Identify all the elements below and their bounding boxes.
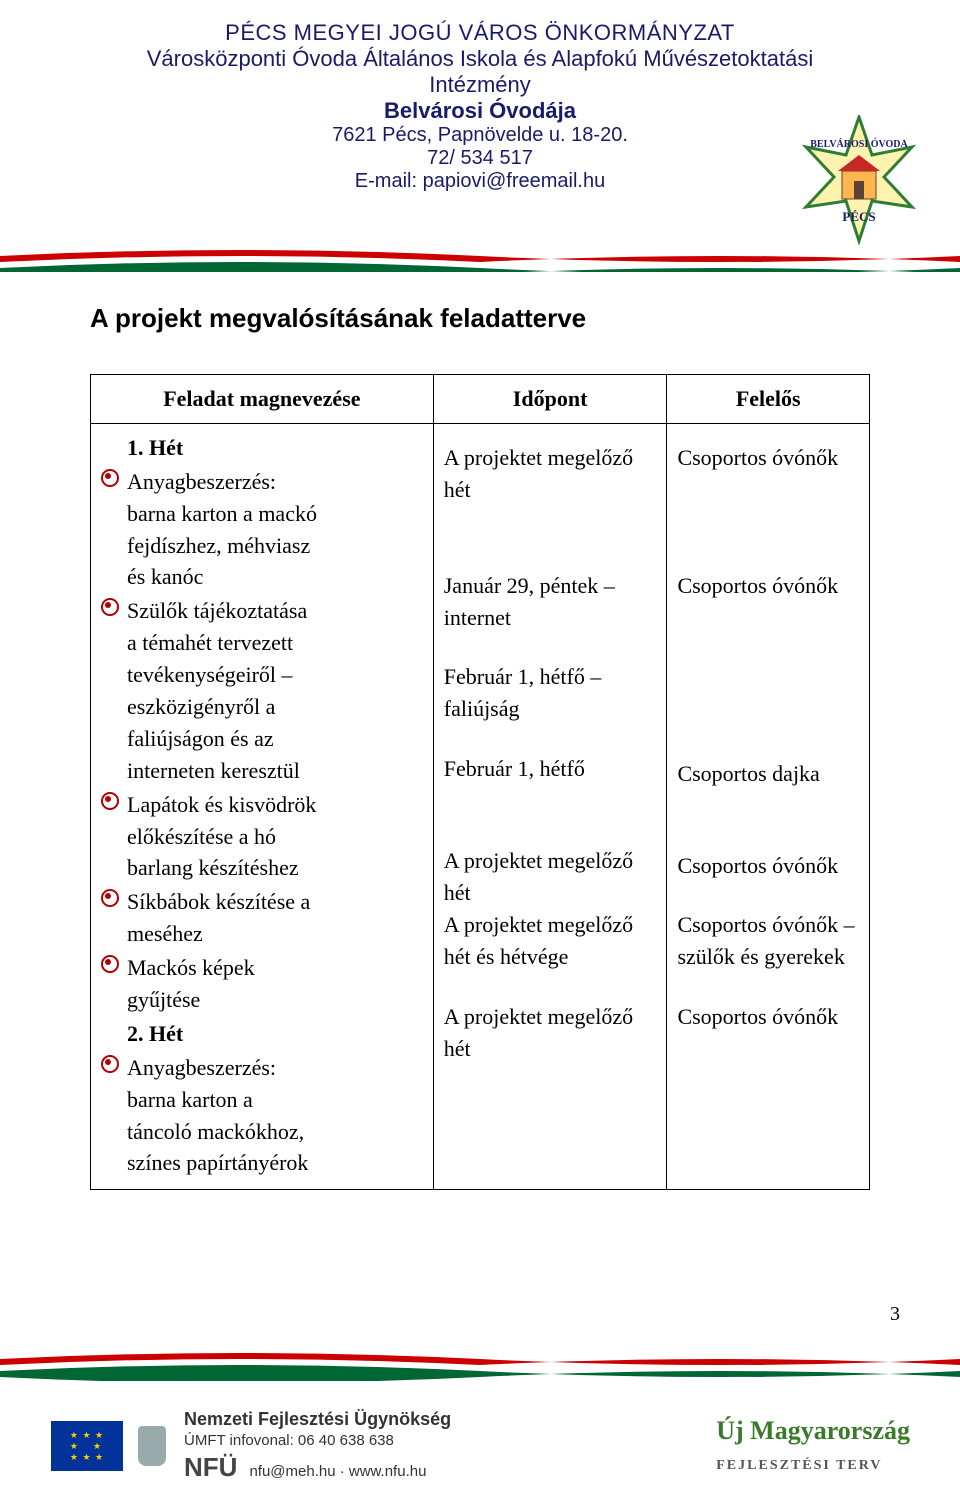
time-6: A projektet megelőzőhét [444, 1001, 657, 1065]
time-cell: A projektet megelőzőhét Január 29, pénte… [433, 423, 667, 1189]
time-5: A projektet megelőzőhét és hétvége [444, 909, 657, 973]
bullet-icon [101, 1055, 119, 1073]
bullet-icon [101, 889, 119, 907]
agency-text-block: Nemzeti Fejlesztési Ügynökség ÚMFT infov… [184, 1408, 451, 1485]
task-table: Feladat magnevezése Időpont Felelős 1. H… [90, 374, 870, 1190]
kindergarten-logo: BELVÁROSI ÓVODA PÉCS [794, 115, 924, 245]
document-body: A projekt megvalósításának feladatterve … [0, 193, 960, 1190]
tricolor-ribbon-bottom [0, 1351, 960, 1381]
page-footer: ★ ★ ★★ ★★ ★ ★ Nemzeti Fejlesztési Ügynök… [0, 1351, 960, 1501]
nfu-logo-text: NFÜ [184, 1452, 237, 1482]
org-line-2: Városközponti Óvoda Általános Iskola és … [60, 46, 900, 72]
org-line-3: Intézmény [60, 72, 900, 98]
week-2-label: 2. Hét [101, 1018, 423, 1050]
logo-bottom-text: PÉCS [842, 209, 875, 224]
tricolor-ribbon-top [0, 250, 960, 272]
resp-cell: Csoportos óvónők Csoportos óvónők Csopor… [667, 423, 870, 1189]
agency-name: Nemzeti Fejlesztési Ügynökség [184, 1408, 451, 1431]
footer-bar: ★ ★ ★★ ★★ ★ ★ Nemzeti Fejlesztési Ügynök… [0, 1391, 960, 1501]
star-badge-icon: BELVÁROSI ÓVODA PÉCS [794, 115, 924, 245]
task-cell: 1. Hét Anyagbeszerzés:barna karton a mac… [91, 423, 434, 1189]
bullet-icon [101, 792, 119, 810]
resp-4: Csoportos óvónők [677, 850, 859, 882]
table-header-row: Feladat magnevezése Időpont Felelős [91, 375, 870, 424]
resp-5: Csoportos óvónők –szülők és gyerekek [677, 909, 859, 973]
page-title: A projekt megvalósításának feladatterve [90, 303, 870, 334]
resp-3: Csoportos dajka [677, 758, 859, 790]
page: PÉCS MEGYEI JOGÚ VÁROS ÖNKORMÁNYZAT Váro… [0, 0, 960, 1501]
phone-line: 72/ 534 517 [60, 147, 900, 170]
program-logo: Új Magyarország FEJLESZTÉSI TERV [716, 1416, 910, 1476]
letterhead: PÉCS MEGYEI JOGÚ VÁROS ÖNKORMÁNYZAT Váro… [0, 0, 960, 193]
bullet-icon [101, 469, 119, 487]
email-line: E-mail: papiovi@freemail.hu [60, 170, 900, 193]
bullet-icon [101, 955, 119, 973]
agency-contact: nfu@meh.hu · www.nfu.hu [249, 1463, 426, 1480]
time-2a: Január 29, péntek –internet [444, 570, 657, 634]
time-4: A projektet megelőzőhét [444, 845, 657, 909]
program-brand: Új Magyarország [716, 1416, 910, 1445]
time-3: Február 1, hétfő [444, 753, 657, 785]
agency-infoline: ÚMFT infovonal: 06 40 638 638 [184, 1431, 451, 1451]
org-line-4: Belvárosi Óvodája [60, 98, 900, 124]
org-line-1: PÉCS MEGYEI JOGÚ VÁROS ÖNKORMÁNYZAT [60, 20, 900, 46]
resp-6: Csoportos óvónők [677, 1001, 859, 1033]
eu-flag-icon: ★ ★ ★★ ★★ ★ ★ [50, 1420, 124, 1472]
col-header-resp: Felelős [667, 375, 870, 424]
page-number: 3 [890, 1303, 900, 1326]
coat-of-arms-icon [138, 1426, 166, 1466]
logo-top-text: BELVÁROSI ÓVODA [810, 138, 908, 150]
address-line: 7621 Pécs, Papnövelde u. 18-20. [60, 124, 900, 147]
program-subtitle: FEJLESZTÉSI TERV [716, 1458, 882, 1473]
col-header-time: Időpont [433, 375, 667, 424]
week-1-label: 1. Hét [101, 432, 423, 464]
time-1: A projektet megelőzőhét [444, 442, 657, 506]
resp-1: Csoportos óvónők [677, 442, 859, 474]
time-2b: Február 1, hétfő –faliújság [444, 661, 657, 725]
table-body-row: 1. Hét Anyagbeszerzés:barna karton a mac… [91, 423, 870, 1189]
resp-2: Csoportos óvónők [677, 570, 859, 602]
col-header-task: Feladat magnevezése [91, 375, 434, 424]
bullet-icon [101, 598, 119, 616]
